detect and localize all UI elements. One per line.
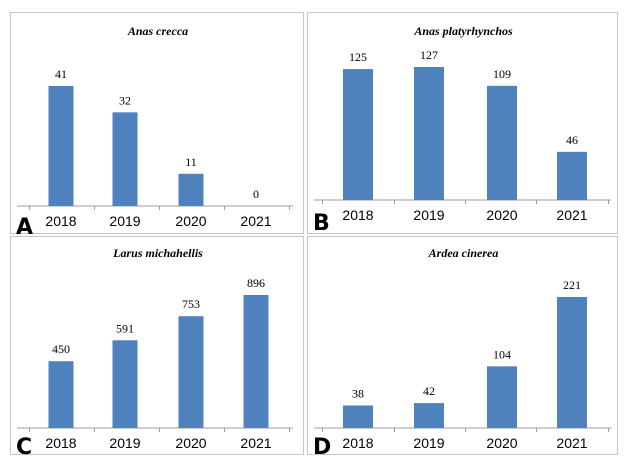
bar: [343, 405, 373, 428]
x-tick-label: 2020: [486, 435, 517, 451]
x-tick-label: 2019: [413, 207, 444, 223]
bar: [557, 297, 587, 428]
panel-label-b: B: [313, 211, 330, 236]
data-label: 221: [563, 278, 581, 292]
chart-title: Anas platyrhynchos: [413, 24, 513, 38]
x-tick-label: 2019: [413, 435, 444, 451]
x-tick-label: 2018: [45, 213, 76, 229]
x-tick-label: 2018: [342, 207, 373, 223]
bar: [178, 173, 204, 206]
bar: [112, 112, 138, 206]
x-tick-label: 2020: [175, 435, 206, 451]
data-label: 591: [116, 321, 134, 335]
data-label: 11: [185, 155, 197, 169]
x-tick-label: 2018: [342, 435, 373, 451]
bar: [557, 151, 587, 200]
data-label: 753: [182, 297, 200, 311]
x-tick-label: 2020: [486, 207, 517, 223]
bar: [414, 67, 444, 200]
data-label: 41: [55, 67, 67, 81]
data-label: 46: [566, 133, 578, 147]
bar: [48, 361, 74, 428]
panel-label-a: A: [16, 215, 34, 240]
data-label: 104: [493, 347, 511, 361]
data-label: 0: [253, 187, 259, 201]
x-tick-label: 2018: [45, 435, 76, 451]
data-label: 109: [493, 67, 511, 81]
bar: [414, 403, 444, 428]
x-tick-label: 2019: [109, 435, 140, 451]
chart-title: Anas crecca: [127, 24, 188, 38]
bar: [178, 316, 204, 428]
data-label: 32: [119, 93, 131, 107]
chart-svg-b: Anas platyrhynchos 125 2018 127 2019 109 2020 4…: [314, 24, 611, 223]
data-label: 42: [423, 384, 435, 398]
chart-svg-d: Ardea cinerea 38 2018 42 2019 104 2020 221 2021: [314, 246, 611, 451]
data-label: 127: [420, 48, 438, 62]
x-tick-label: 2021: [240, 435, 271, 451]
x-tick-label: 2021: [240, 213, 271, 229]
bar: [487, 85, 517, 200]
bar: [48, 86, 74, 206]
panel-label-d: D: [313, 435, 332, 460]
bar: [487, 366, 517, 428]
chart-panel-b: Anas platyrhynchos 125 2018 127 2019 109 2020 4…: [307, 12, 618, 236]
bar: [343, 69, 373, 200]
x-tick-label: 2020: [175, 213, 206, 229]
data-label: 896: [247, 276, 265, 290]
panel-label-c: C: [16, 435, 33, 460]
chart-svg-c: Larus michahellis 450 2018 591 2019 753 2020 89…: [17, 246, 293, 451]
x-tick-label: 2021: [556, 207, 587, 223]
bar: [112, 340, 138, 428]
bar: [243, 295, 269, 428]
chart-title: Ardea cinerea: [428, 246, 499, 260]
chart-panel-d: Ardea cinerea 38 2018 42 2019 104 2020 221 2021 …: [307, 236, 618, 459]
chart-panel-c: Larus michahellis 450 2018 591 2019 753 2020 89…: [10, 236, 304, 459]
chart-svg-a: Anas crecca 41 2018 32 2019 11 2020 0 2021: [17, 24, 293, 229]
x-tick-label: 2021: [556, 435, 587, 451]
chart-title: Larus michahellis: [112, 246, 203, 260]
chart-panel-a: Anas crecca 41 2018 32 2019 11 2020 0 2021 A: [10, 12, 304, 239]
data-label: 450: [52, 342, 70, 356]
data-label: 125: [349, 50, 367, 64]
x-tick-label: 2019: [109, 213, 140, 229]
data-label: 38: [352, 386, 364, 400]
